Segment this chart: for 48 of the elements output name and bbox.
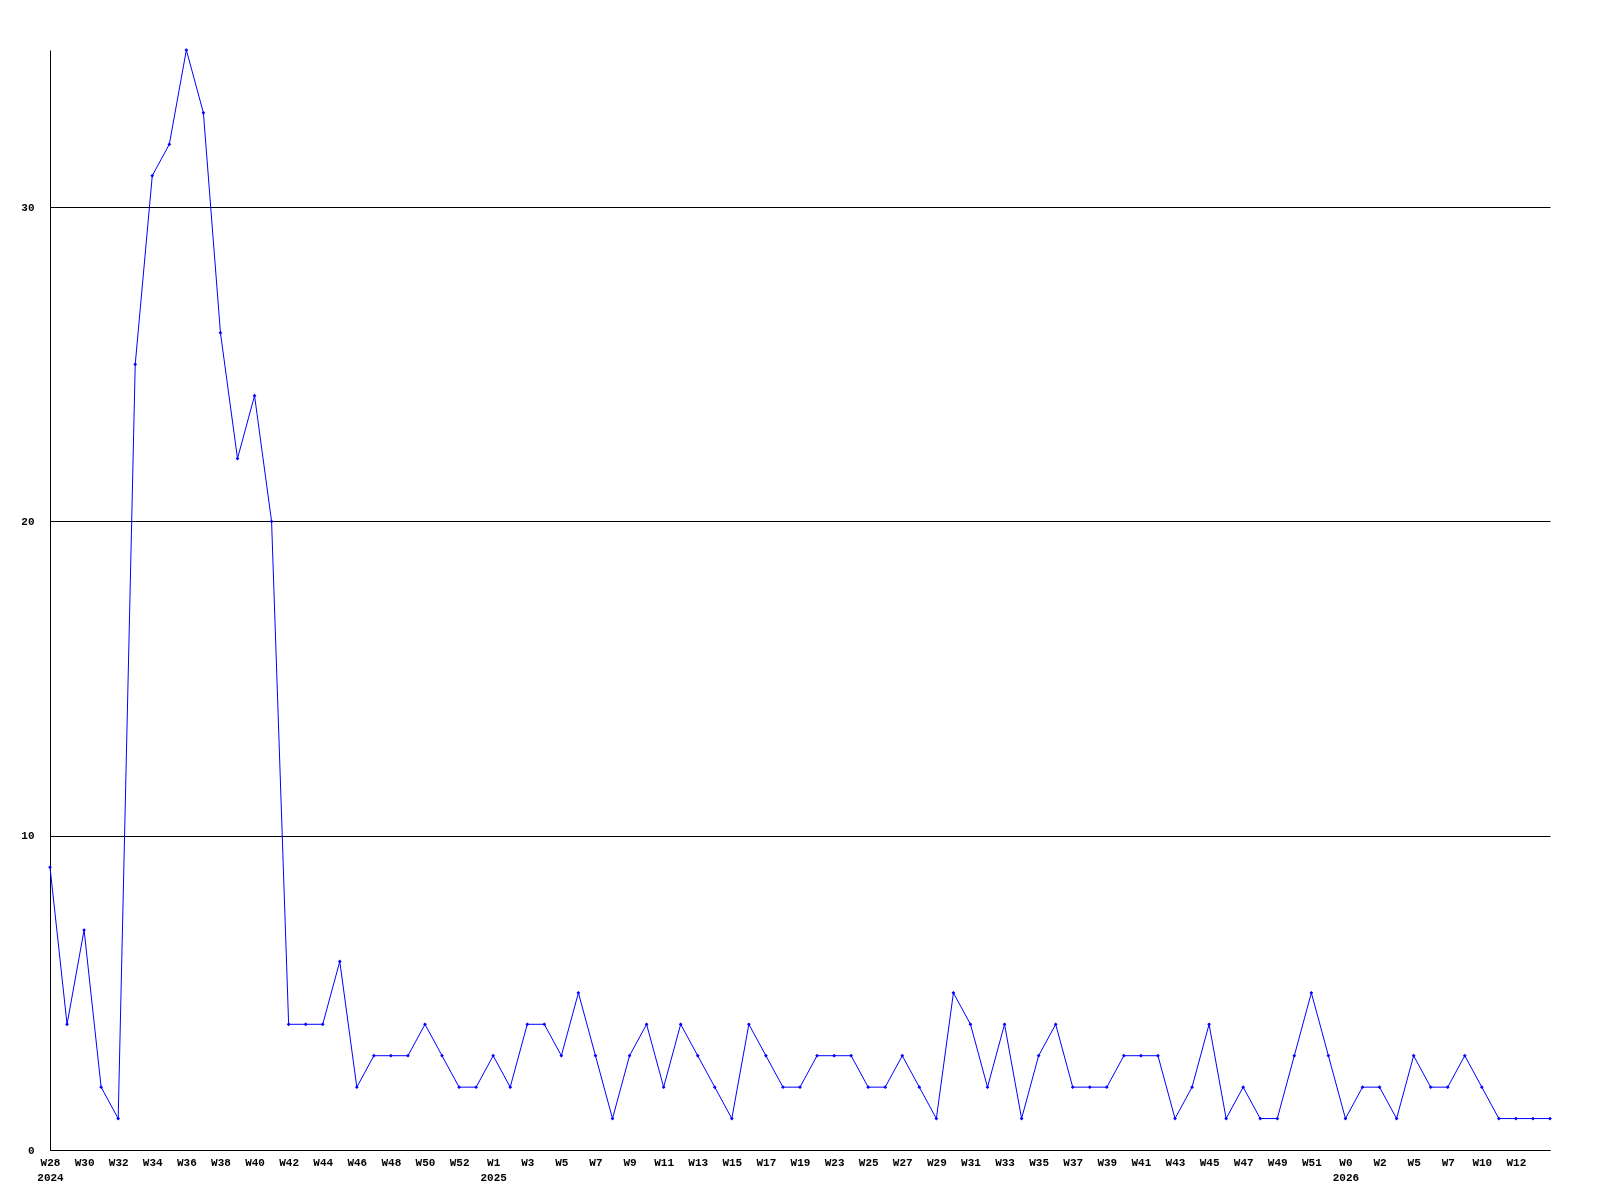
x-tick-label: W27 (892, 1156, 913, 1169)
x-tick-label: W34 (142, 1156, 164, 1169)
x-tick-label: W30 (74, 1156, 95, 1169)
x-tick-label: W47 (1233, 1156, 1254, 1169)
x-tick-label: W12 (1506, 1156, 1527, 1169)
x-tick-label: W37 (1063, 1156, 1084, 1169)
x-tick-label: W0 2026 (1332, 1156, 1360, 1184)
x-tick-label: W17 (756, 1156, 777, 1169)
x-tick-label: W39 (1097, 1156, 1118, 1169)
x-tick-label: W3 (521, 1156, 535, 1169)
x-tick-label: W5 (555, 1156, 569, 1169)
x-tick-label: W1 2025 (480, 1156, 508, 1184)
x-tick-label: W43 (1165, 1156, 1186, 1169)
x-tick-label: W44 (313, 1156, 334, 1169)
x-tick-label: W10 (1472, 1156, 1493, 1169)
x-tick-label: W45 (1199, 1156, 1220, 1169)
x-tick-label: W19 (790, 1156, 811, 1169)
x-tick-label: W32 (108, 1156, 129, 1169)
y-tick-label: 20 (21, 515, 35, 528)
x-tick-label: W15 (722, 1156, 743, 1169)
x-tick-label: W33 (995, 1156, 1016, 1169)
x-tick-label: W40 (245, 1156, 265, 1169)
x-tick-label: W31 (961, 1156, 982, 1169)
y-tick-label: 0 (27, 1144, 35, 1157)
x-tick-label: W11 (654, 1156, 675, 1169)
x-tick-label: W41 (1131, 1156, 1152, 1169)
x-tick-label: W52 (449, 1156, 470, 1169)
x-tick-label: W13 (688, 1156, 709, 1169)
x-tick-label: W9 (623, 1156, 637, 1169)
x-tick-label: W2 (1373, 1156, 1387, 1169)
x-tick-label: W29 (926, 1156, 947, 1169)
x-tick-label: W7 (1441, 1156, 1455, 1169)
x-tick-label: W7 (589, 1156, 603, 1169)
x-tick-label: W42 (279, 1156, 300, 1169)
x-tick-label: W51 (1301, 1156, 1323, 1169)
x-tick-label: W48 (381, 1156, 402, 1169)
y-tick-label: 10 (21, 830, 35, 843)
y-tick-label: 30 (21, 201, 35, 214)
x-tick-label: W28 2024 (37, 1156, 65, 1184)
x-tick-label: W25 (858, 1156, 879, 1169)
x-tick-label: W50 (415, 1156, 436, 1169)
x-tick-label: W23 (824, 1156, 845, 1169)
x-tick-label: W35 (1029, 1156, 1050, 1169)
x-tick-label: W36 (176, 1156, 197, 1169)
x-tick-label: W5 (1407, 1156, 1422, 1169)
x-tick-label: W46 (347, 1156, 368, 1169)
x-tick-label: W49 (1267, 1156, 1288, 1169)
x-tick-label: W38 (211, 1156, 232, 1169)
